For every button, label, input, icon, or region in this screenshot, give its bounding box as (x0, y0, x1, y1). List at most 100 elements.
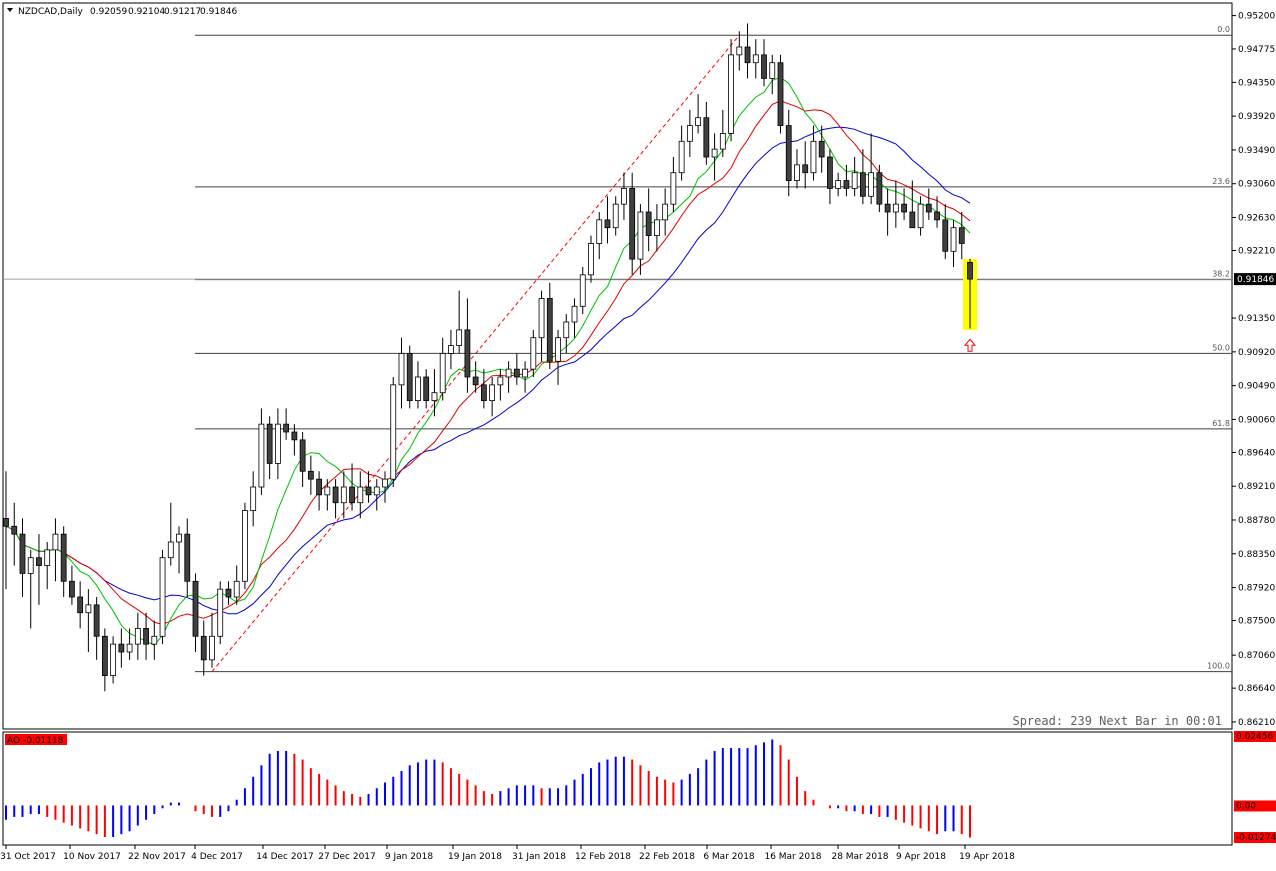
candle-body (316, 478, 322, 496)
candle-body (555, 337, 561, 362)
candle-body (382, 478, 388, 488)
candle-body (134, 628, 141, 645)
candle-body (522, 368, 528, 378)
price-tick-label: 0.88780 (1238, 516, 1275, 526)
candle-body (85, 604, 92, 614)
candle-body (950, 227, 957, 252)
candle-body (110, 643, 117, 676)
candle-body (794, 164, 800, 181)
fib-level-label: 50.0 (1212, 343, 1230, 352)
ma-green-line (5, 76, 971, 646)
candle-body (695, 117, 702, 126)
spread-status: Spread: 239 Next Bar in 00:01 (1012, 714, 1222, 728)
candle-body (44, 549, 51, 566)
candle-body (703, 117, 710, 158)
fib-level-label: 0.0 (1217, 25, 1230, 34)
candle-body (266, 423, 273, 464)
ohlc-value: 0.92104 (128, 7, 165, 17)
date-tick-label: 12 Feb 2018 (575, 852, 631, 862)
candle-body (19, 533, 26, 574)
price-tick-label: 0.94775 (1238, 45, 1275, 55)
candle-body (942, 219, 949, 252)
candle-body (52, 533, 59, 551)
candle-body (851, 172, 858, 189)
candle-body (711, 148, 718, 158)
date-tick-label: 22 Feb 2018 (639, 852, 695, 862)
ao-tick-label: -0.01274 (1236, 833, 1276, 843)
candle-body (934, 211, 940, 221)
ao-panel-frame (2, 731, 1233, 846)
price-tick-label: 0.86210 (1238, 718, 1275, 728)
candle-body (777, 62, 784, 126)
fib-trend-line (211, 34, 740, 672)
candle-body (637, 211, 644, 260)
candle-body (3, 518, 9, 527)
candle-body (612, 203, 619, 229)
candle-body (398, 353, 405, 386)
candle-body (151, 635, 158, 645)
ao-tick-bg (1234, 731, 1276, 742)
candle-body (744, 46, 751, 64)
candle-body (423, 376, 430, 401)
candle-body (513, 368, 520, 378)
candle-body (489, 384, 496, 401)
candle-body (868, 172, 875, 197)
price-tick-label: 0.93920 (1238, 112, 1275, 122)
candle-body (785, 125, 792, 181)
candle-body (967, 261, 973, 280)
candle-body (901, 203, 907, 213)
candle-body (925, 203, 932, 213)
candle-body (415, 376, 421, 401)
candle-body (69, 580, 75, 598)
price-tick-label: 0.90920 (1238, 348, 1275, 358)
date-tick-label: 16 Mar 2018 (764, 852, 821, 862)
date-tick-label: 6 Mar 2018 (703, 852, 755, 862)
candle-body (859, 172, 866, 197)
date-tick-label: 9 Apr 2018 (896, 852, 946, 862)
price-tick-label: 0.87500 (1238, 617, 1275, 627)
candle-body (217, 588, 224, 637)
candle-body (448, 345, 454, 354)
price-tick-label: 0.90490 (1238, 382, 1275, 392)
candle-body (307, 470, 314, 480)
ao-tick-bg (1234, 832, 1276, 843)
candle-body (571, 305, 578, 323)
price-tick-label: 0.87920 (1238, 584, 1275, 594)
candle-body (497, 376, 504, 386)
candle-body (439, 353, 446, 394)
ma-blue-line (5, 126, 971, 615)
candle-body (200, 635, 207, 661)
price-tick-label: 0.89640 (1238, 448, 1275, 458)
candle-body (406, 353, 413, 401)
fib-level-label: 100.0 (1207, 662, 1230, 671)
candle-body (472, 376, 479, 386)
candle-body (645, 211, 652, 236)
buy-arrow-icon (963, 338, 977, 352)
candle-body (209, 635, 215, 661)
candle-body (365, 486, 372, 496)
candle-body (818, 140, 825, 158)
main-plot-frame (2, 2, 1233, 730)
fib-level-label: 61.8 (1212, 419, 1230, 428)
ohlc-value: 0.92059 (90, 7, 127, 17)
expand-triangle-icon (7, 8, 13, 12)
candle-body (126, 643, 133, 653)
symbol-label: NZDCAD,Daily (18, 7, 84, 17)
candle-body (538, 298, 545, 339)
candle-body (810, 140, 817, 174)
price-tick-label: 0.95200 (1238, 12, 1275, 22)
candle-body (192, 580, 199, 637)
candle-body (719, 133, 726, 150)
candle-body (225, 588, 232, 598)
candle-body (876, 172, 883, 205)
candle-body (736, 46, 743, 56)
candle-body (291, 431, 298, 441)
candle-body (686, 125, 693, 142)
candle-body (60, 533, 67, 582)
candle-body (728, 54, 734, 134)
candle-body (233, 580, 240, 598)
candle-body (250, 486, 257, 511)
candle-body (184, 533, 191, 582)
